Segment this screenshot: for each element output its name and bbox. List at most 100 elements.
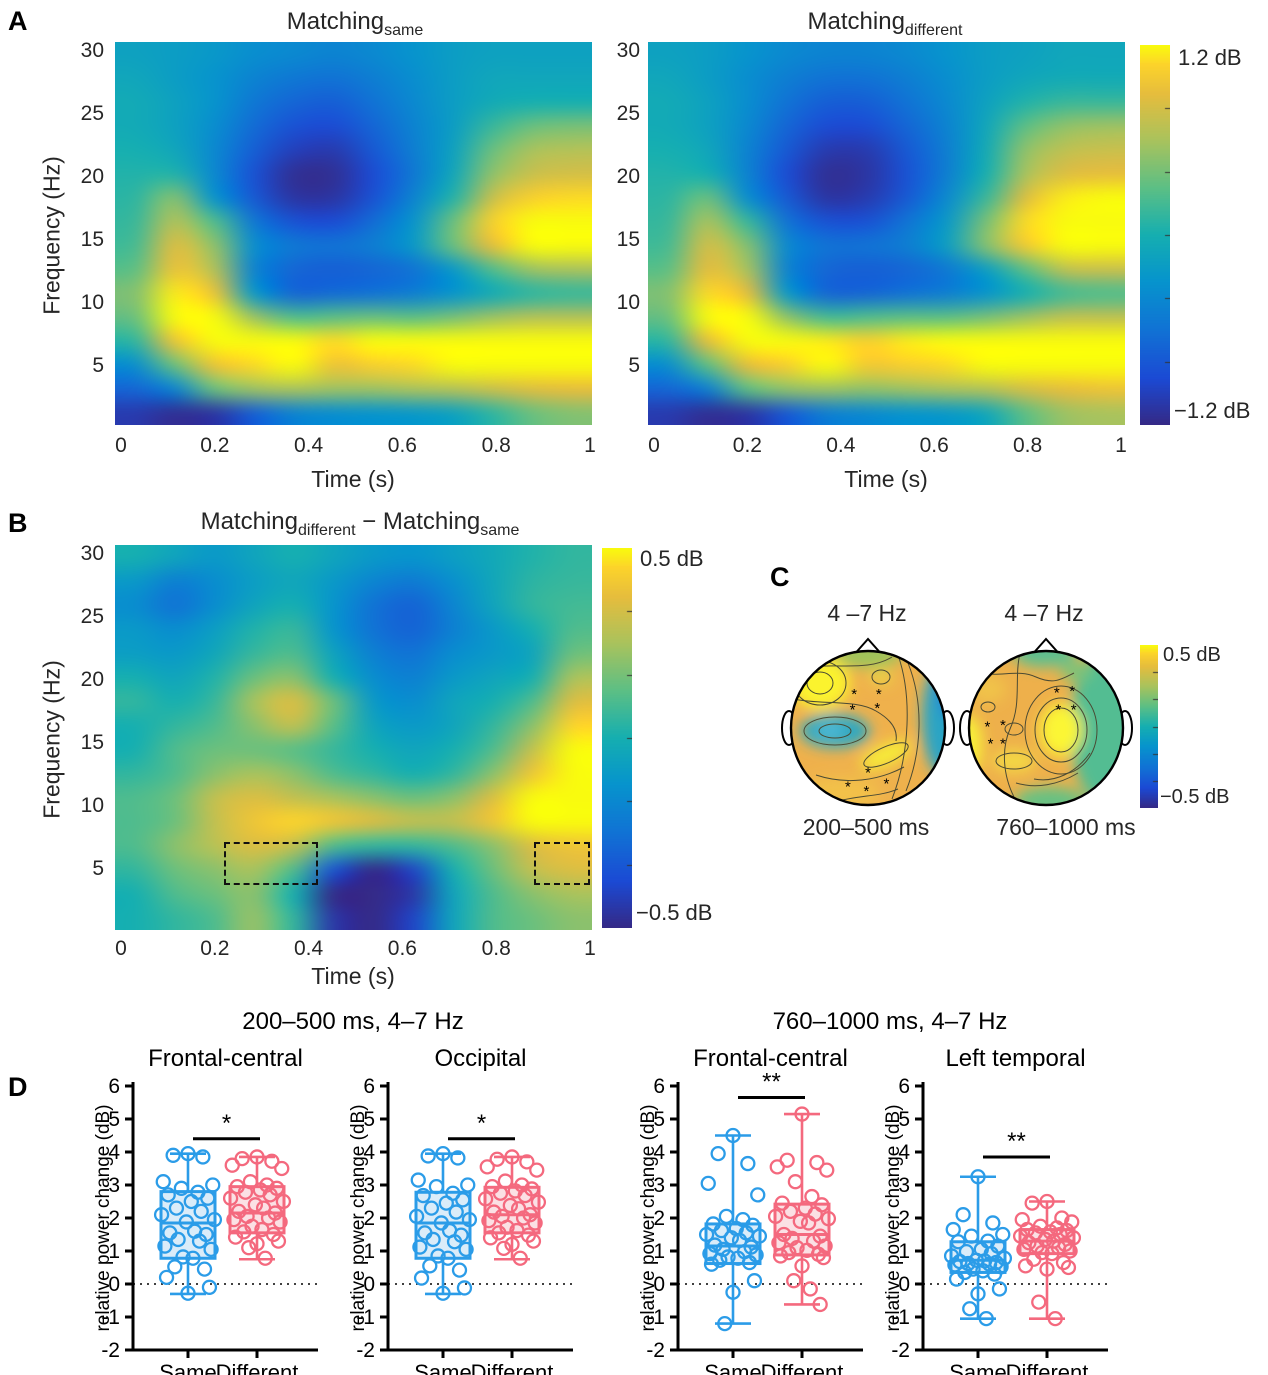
data-point xyxy=(170,1231,186,1248)
sig-electrode-asterisk: * xyxy=(1069,683,1075,700)
data-point xyxy=(264,1153,280,1169)
data-point xyxy=(525,1233,542,1249)
data-point xyxy=(524,1181,540,1197)
sig-electrode-asterisk: * xyxy=(988,735,994,752)
data-point xyxy=(155,1174,171,1190)
box xyxy=(159,1190,217,1260)
data-point xyxy=(787,1174,804,1190)
data-point xyxy=(160,1187,176,1203)
data-point xyxy=(799,1242,815,1258)
data-point xyxy=(458,1241,474,1257)
data-point xyxy=(980,1233,996,1249)
data-point xyxy=(413,1270,430,1286)
y-tick-label: -1 xyxy=(646,1306,665,1329)
significance-stars: ** xyxy=(762,1069,781,1096)
data-point xyxy=(275,1193,292,1210)
data-point xyxy=(1045,1233,1062,1249)
data-point xyxy=(805,1233,822,1249)
data-point xyxy=(514,1177,530,1193)
colorbar-panel-b xyxy=(602,548,632,928)
data-point xyxy=(249,1149,265,1165)
data-point xyxy=(1039,1261,1055,1277)
data-point xyxy=(509,1222,525,1239)
y-tick-label: 30 xyxy=(80,542,104,565)
data-point xyxy=(491,1225,507,1241)
x-tick-label: 1 xyxy=(584,937,596,960)
data-point xyxy=(713,1222,730,1239)
data-point xyxy=(482,1230,499,1246)
data-point xyxy=(1029,1238,1045,1254)
data-point xyxy=(995,1226,1011,1243)
x-tick-label: 0.8 xyxy=(481,434,511,457)
data-point xyxy=(958,1244,975,1260)
head-outline xyxy=(967,649,1125,807)
sig-electrode-asterisk: * xyxy=(1055,702,1061,719)
data-point xyxy=(817,1238,833,1254)
data-point xyxy=(203,1241,219,1257)
data-point xyxy=(445,1185,461,1201)
box xyxy=(483,1185,541,1235)
colorbar-panel-c xyxy=(1140,645,1158,808)
data-point xyxy=(735,1212,751,1228)
data-point xyxy=(781,1245,797,1261)
data-point xyxy=(809,1154,825,1171)
x-tick-label: 0.6 xyxy=(387,937,417,960)
data-point xyxy=(185,1250,201,1266)
data-point xyxy=(717,1315,733,1332)
data-point xyxy=(415,1187,431,1204)
data-point xyxy=(983,1245,999,1262)
data-point xyxy=(206,1212,223,1228)
data-point xyxy=(973,1241,989,1257)
data-point xyxy=(479,1159,495,1175)
data-point xyxy=(730,1250,746,1266)
data-point xyxy=(433,1215,450,1231)
data-point xyxy=(1049,1220,1065,1236)
y-tick-label: 1 xyxy=(653,1240,665,1263)
data-point xyxy=(435,1146,451,1162)
data-point xyxy=(237,1184,254,1200)
data-point xyxy=(234,1150,250,1167)
panel-a-ylabel: Frequency (Hz) xyxy=(38,156,65,315)
data-point xyxy=(960,1255,976,1272)
data-point xyxy=(178,1214,195,1230)
y-tick-label: 0 xyxy=(898,1273,910,1296)
box xyxy=(704,1222,762,1266)
y-tick-label: 10 xyxy=(80,794,104,817)
panel-b-label: B xyxy=(8,508,28,538)
y-tick-label: 5 xyxy=(898,1108,910,1131)
x-category-label: Same xyxy=(949,1360,1006,1375)
data-point xyxy=(1027,1225,1044,1241)
data-point xyxy=(430,1248,446,1264)
subplot-title: Left temporal xyxy=(945,1045,1085,1072)
data-point xyxy=(450,1150,466,1166)
x-category-label: Same xyxy=(704,1360,761,1375)
panel-a-right-xlabel: Time (s) xyxy=(844,466,928,492)
y-tick-label: -1 xyxy=(891,1306,910,1329)
data-point xyxy=(477,1191,494,1207)
data-point xyxy=(167,1259,183,1275)
data-point xyxy=(153,1207,170,1223)
x-category-label: Different xyxy=(471,1360,554,1375)
y-tick-label: 5 xyxy=(92,354,104,377)
data-point xyxy=(1026,1251,1042,1267)
y-tick-label: 6 xyxy=(108,1075,120,1098)
data-point xyxy=(712,1252,728,1268)
data-point xyxy=(776,1226,792,1243)
data-point xyxy=(1031,1294,1047,1310)
y-tick-label: 15 xyxy=(80,228,104,251)
data-point xyxy=(782,1203,799,1220)
y-tick-label: 30 xyxy=(80,39,104,62)
data-point xyxy=(198,1226,214,1243)
topomap-200-500ms: * ** *** * * xyxy=(781,637,955,807)
box xyxy=(1018,1228,1076,1256)
data-point xyxy=(1014,1212,1030,1228)
y-tick-label: 15 xyxy=(616,228,640,251)
data-point xyxy=(948,1271,965,1287)
data-point xyxy=(707,1237,723,1253)
data-point xyxy=(265,1226,282,1243)
colorbar-c-min-label: −0.5 dB xyxy=(1160,786,1230,808)
y-axis-title: relative power change (dB) xyxy=(93,1104,114,1331)
data-point xyxy=(252,1182,268,1198)
data-point xyxy=(270,1233,287,1249)
sig-electrode-asterisk: * xyxy=(1000,717,1006,734)
